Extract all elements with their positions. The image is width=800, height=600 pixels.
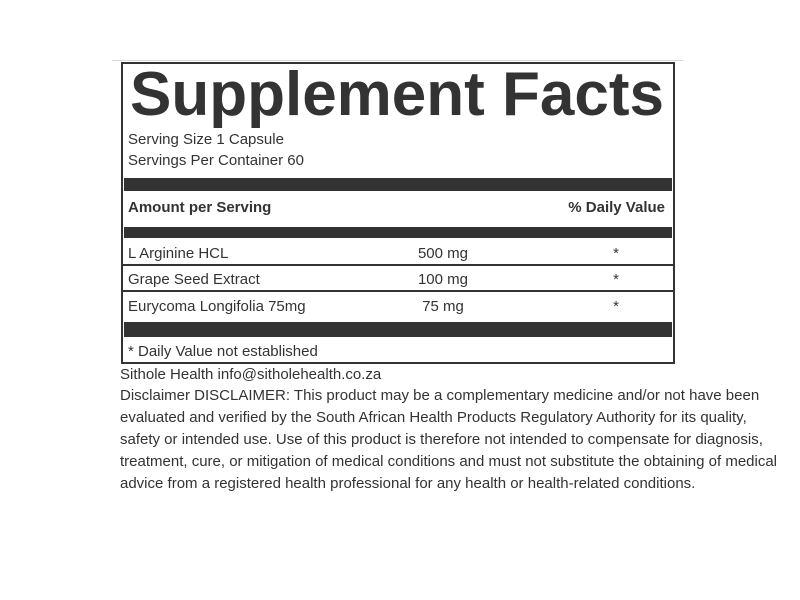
disclaimer-line: Disclaimer DISCLAIMER: This product may … <box>120 387 760 404</box>
thick-divider-top <box>124 178 672 191</box>
ingredient-name: Grape Seed Extract <box>128 271 260 288</box>
serving-size-line: Serving Size 1 Capsule <box>128 131 284 148</box>
ingredient-amount: 500 mg <box>417 245 469 262</box>
amount-per-serving-header: Amount per Serving <box>128 199 272 216</box>
ingredient-daily-value: * <box>613 271 619 288</box>
disclaimer-paragraph: Disclaimer DISCLAIMER: This product may … <box>120 385 778 495</box>
ingredient-amount: 75 mg <box>422 298 464 315</box>
column-header-row: Amount per Serving % Daily Value <box>123 191 673 227</box>
servings-per-container-line: Servings Per Container 60 <box>128 152 304 169</box>
ingredient-name: L Arginine HCL <box>128 245 229 262</box>
daily-value-header: % Daily Value <box>568 199 665 216</box>
ingredient-amount: 100 mg <box>417 271 469 288</box>
disclaimer-line: treatment, cure, or mitigation of medica… <box>120 453 778 470</box>
footer-block: Sithole Health info@sitholehealth.co.za … <box>120 364 778 495</box>
label-title: Supplement Facts <box>130 60 664 129</box>
disclaimer-line: advice from a registered health professi… <box>120 475 696 492</box>
ingredient-row: Grape Seed Extract 100 mg * <box>123 266 673 292</box>
ingredient-row: Eurycoma Longifolia 75mg 75 mg * <box>123 292 673 317</box>
ingredient-name: Eurycoma Longifolia 75mg <box>128 298 306 315</box>
ingredient-daily-value: * <box>613 245 619 262</box>
daily-value-footnote: * Daily Value not established <box>128 343 318 360</box>
thick-divider-bottom <box>124 322 672 337</box>
supplement-facts-label: Supplement Facts Serving Size 1 Capsule … <box>121 62 675 364</box>
thick-divider-header <box>124 227 672 238</box>
brand-contact-line: Sithole Health info@sitholehealth.co.za <box>120 366 382 383</box>
ingredient-row: L Arginine HCL 500 mg * <box>123 238 673 266</box>
disclaimer-line: safety or intended use. Use of this prod… <box>120 431 763 448</box>
top-light-divider <box>112 60 683 61</box>
disclaimer-line: evaluated and verified by the South Afri… <box>120 409 747 426</box>
ingredient-daily-value: * <box>613 298 619 315</box>
